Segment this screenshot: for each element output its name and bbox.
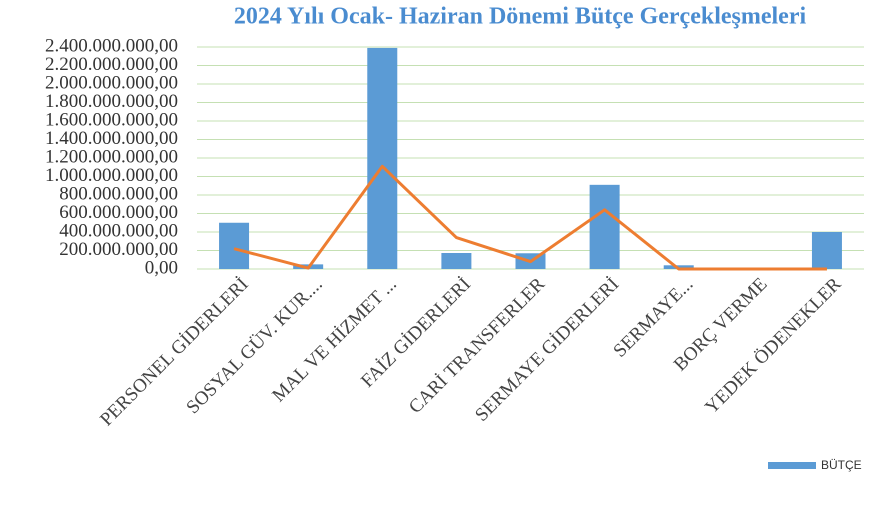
y-tick-label: 0,00 — [145, 257, 178, 278]
x-tick-label: YEDEK ÖDENEKLER — [701, 274, 846, 419]
bar — [441, 252, 472, 269]
y-tick-label: 400.000.000,00 — [59, 220, 178, 241]
y-tick-label: 1.600.000.000,00 — [45, 109, 178, 130]
y-tick-label: 800.000.000,00 — [59, 183, 178, 204]
x-tick-label: MAL VE HİZMET ... — [268, 274, 401, 407]
y-tick-label: 1.400.000.000,00 — [45, 128, 178, 149]
y-tick-label: 1.000.000.000,00 — [45, 165, 178, 186]
line — [233, 164, 827, 271]
bar — [589, 184, 620, 269]
x-tick-label: CARİ TRANSFERLER — [405, 274, 549, 418]
chart-title: 2024 Yılı Ocak- Haziran Dönemi Bütçe Ger… — [234, 4, 807, 30]
y-tick-label: 600.000.000,00 — [59, 202, 178, 223]
x-tick-label: SOSYAL GÜV. KUR.... — [182, 274, 326, 418]
bar — [811, 232, 842, 269]
y-tick-label: 1.800.000.000,00 — [45, 91, 178, 112]
x-tick-label: SERMAYE GİDERLERİ — [471, 274, 623, 426]
bar — [219, 222, 250, 269]
y-tick-label: 2.000.000.000,00 — [45, 72, 178, 93]
legend-swatch — [768, 462, 816, 469]
y-tick-label: 2.200.000.000,00 — [45, 54, 178, 75]
bar — [367, 47, 398, 269]
y-tick-label: 200.000.000,00 — [59, 239, 178, 260]
legend-label: BÜTÇE — [821, 458, 862, 472]
y-tick-label: 2.400.000.000,00 — [45, 35, 178, 56]
x-tick-label: PERSONEL GİDERLERİ — [96, 274, 253, 431]
y-tick-label: 1.200.000.000,00 — [45, 146, 178, 167]
